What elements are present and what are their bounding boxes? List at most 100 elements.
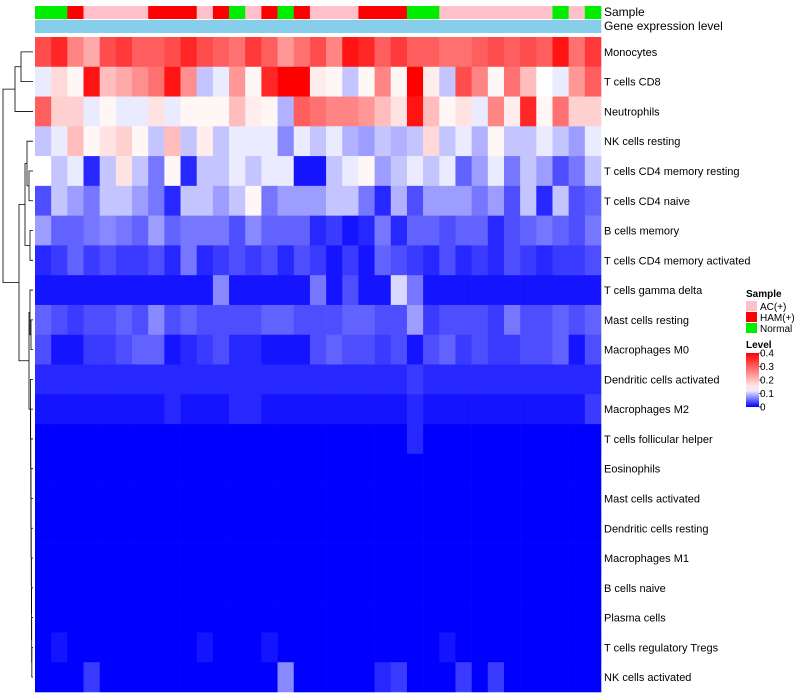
legend-level-tick-label: 0.4 (760, 349, 774, 360)
heatmap-cell (277, 96, 295, 127)
heatmap-cell (439, 66, 456, 97)
heatmap-cell (455, 602, 472, 633)
heatmap-cell (83, 156, 100, 187)
heatmap-cell (552, 513, 569, 544)
heatmap-cell (115, 185, 133, 216)
heatmap-cell (552, 334, 569, 365)
heatmap-cell (99, 543, 117, 574)
heatmap-cell (406, 394, 424, 425)
heatmap-cell (196, 126, 214, 157)
heatmap-cell (35, 66, 52, 97)
heatmap-cell (390, 185, 408, 216)
heatmap-cell (196, 334, 214, 365)
heatmap-cell (67, 156, 84, 187)
heatmap-cell (552, 37, 569, 68)
heatmap-cell (115, 424, 133, 455)
annotation-cell-sample (390, 6, 408, 19)
heatmap-cell (35, 483, 52, 514)
heatmap-cell (51, 156, 68, 187)
heatmap-cell (229, 334, 246, 365)
heatmap-cell (261, 126, 278, 157)
annotation-cell-sample (536, 6, 553, 19)
heatmap-cell (164, 96, 181, 127)
row-label: NK cells activated (604, 672, 691, 684)
heatmap-cell (487, 394, 505, 425)
heatmap-cell (487, 424, 505, 455)
heatmap-cell (326, 126, 343, 157)
heatmap-cell (180, 66, 198, 97)
heatmap-cell (520, 364, 537, 395)
heatmap-cell (67, 543, 84, 574)
heatmap-cell (67, 215, 84, 246)
heatmap-cell (99, 364, 117, 395)
heatmap-cell (487, 304, 505, 336)
heatmap-cell (503, 453, 521, 484)
heatmap-cell (229, 215, 246, 246)
heatmap-cell (245, 66, 262, 97)
heatmap-cell (67, 334, 84, 365)
heatmap-cell (503, 245, 521, 276)
heatmap-cell (67, 185, 84, 216)
heatmap-cell (148, 513, 165, 544)
heatmap-cell (455, 543, 472, 574)
annotation-cell-sample (99, 6, 117, 19)
heatmap-cell (115, 513, 133, 544)
heatmap-cell (261, 215, 278, 246)
heatmap-cell (423, 483, 440, 514)
heatmap-cell (164, 185, 181, 216)
heatmap-cell (536, 96, 553, 127)
heatmap-cell (309, 185, 327, 216)
heatmap-cell (326, 334, 343, 365)
heatmap-cell (455, 364, 472, 395)
heatmap-cell (342, 513, 359, 544)
heatmap-cell (487, 275, 505, 306)
heatmap-cell (406, 453, 424, 484)
heatmap-cell (99, 275, 117, 306)
heatmap-cell (439, 156, 456, 187)
heatmap-cell (164, 394, 181, 425)
heatmap-cell (439, 632, 456, 663)
row-label: Macrophages M0 (604, 345, 689, 357)
heatmap-cell (584, 126, 602, 157)
heatmap-cell (293, 364, 311, 395)
heatmap-cell (536, 483, 553, 514)
heatmap-cell (293, 602, 311, 633)
heatmap-cell (439, 245, 456, 276)
heatmap-cell (503, 275, 521, 306)
heatmap-cell (342, 364, 359, 395)
heatmap-cell (115, 245, 133, 276)
heatmap-cell (245, 632, 262, 663)
heatmap-cell (51, 424, 68, 455)
annotation-cell-sample (455, 6, 472, 19)
heatmap-cell (132, 156, 149, 187)
annotation-cell-expression (423, 20, 440, 33)
annotation-cell-expression (229, 20, 246, 33)
heatmap-cell (180, 304, 198, 336)
dendrogram-branch (30, 527, 33, 587)
heatmap-cell (520, 96, 537, 127)
heatmap-cell (67, 453, 84, 484)
heatmap-cell (487, 96, 505, 127)
heatmap-cell (536, 453, 553, 484)
heatmap-cell (180, 334, 198, 365)
heatmap-cell (115, 602, 133, 633)
annotation-cell-sample (358, 6, 375, 19)
heatmap-cell (455, 275, 472, 306)
heatmap-cell (83, 275, 100, 306)
heatmap-cell (406, 602, 424, 633)
heatmap-cell (67, 394, 84, 425)
annotation-cell-expression (51, 20, 68, 33)
heatmap-cell (261, 483, 278, 514)
heatmap-cell (277, 394, 295, 425)
heatmap-cell (115, 275, 133, 306)
heatmap-cell (406, 572, 424, 603)
heatmap-cell (196, 394, 214, 425)
heatmap-cell (552, 453, 569, 484)
heatmap-cell (180, 215, 198, 246)
heatmap-cell (51, 572, 68, 603)
heatmap-cell (212, 185, 230, 216)
heatmap-cell (503, 334, 521, 365)
heatmap-cell (115, 632, 133, 663)
heatmap-cell (261, 602, 278, 633)
heatmap-cell (35, 632, 52, 663)
